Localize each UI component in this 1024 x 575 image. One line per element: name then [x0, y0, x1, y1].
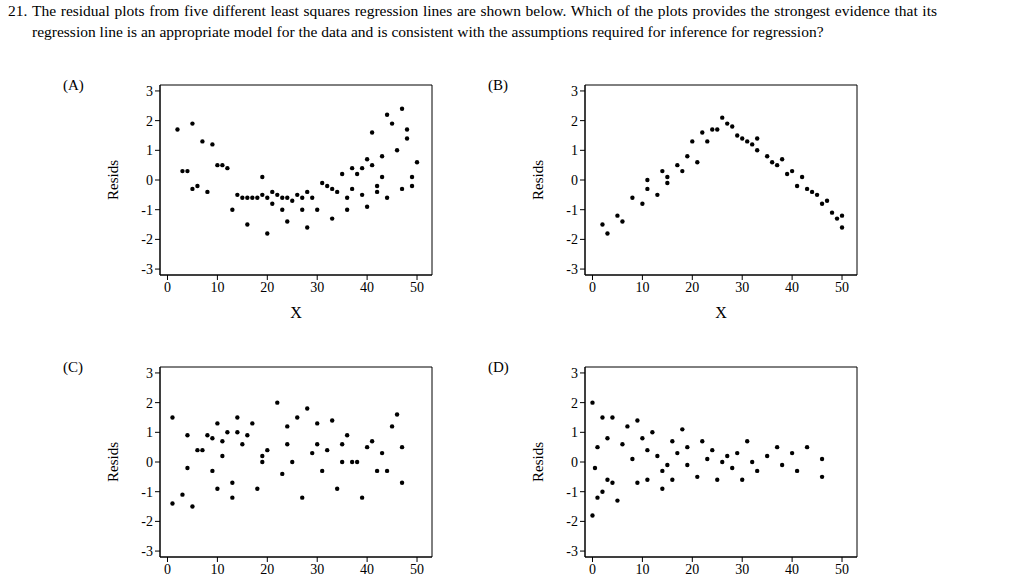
svg-text:50: 50	[410, 562, 424, 575]
svg-text:-2: -2	[141, 232, 153, 247]
svg-text:Resids: Resids	[105, 160, 121, 200]
svg-text:Resids: Resids	[530, 442, 546, 482]
svg-text:0: 0	[589, 280, 596, 295]
svg-text:2: 2	[146, 114, 153, 129]
svg-text:1: 1	[146, 425, 153, 440]
svg-text:-3: -3	[566, 262, 578, 277]
svg-text:0: 0	[164, 280, 171, 295]
html-text:(A): (A)	[63, 77, 84, 93]
html-text:(D): (D)	[488, 359, 509, 375]
svg-text:1: 1	[146, 143, 153, 158]
svg-text:Resids: Resids	[105, 442, 121, 482]
svg-text:10: 10	[635, 280, 649, 295]
svg-text:-2: -2	[141, 514, 153, 529]
svg-text:40: 40	[360, 562, 374, 575]
svg-text:0: 0	[589, 562, 596, 575]
svg-text:-1: -1	[141, 203, 153, 218]
svg-text:20: 20	[260, 280, 274, 295]
svg-text:1: 1	[571, 143, 578, 158]
svg-text:20: 20	[685, 562, 699, 575]
svg-text:50: 50	[410, 280, 424, 295]
svg-text:30: 30	[735, 562, 749, 575]
svg-text:2: 2	[571, 396, 578, 411]
svg-text:0: 0	[571, 173, 578, 188]
svg-text:0: 0	[571, 455, 578, 470]
svg-text:30: 30	[310, 562, 324, 575]
svg-text:-2: -2	[566, 514, 578, 529]
svg-text:0: 0	[146, 455, 153, 470]
svg-text:50: 50	[835, 280, 849, 295]
svg-text:-3: -3	[141, 262, 153, 277]
svg-text:30: 30	[310, 280, 324, 295]
svg-text:3: 3	[571, 84, 578, 99]
svg-text:0: 0	[146, 173, 153, 188]
svg-text:40: 40	[785, 280, 799, 295]
svg-text:10: 10	[210, 280, 224, 295]
svg-text:10: 10	[635, 562, 649, 575]
svg-text:40: 40	[785, 562, 799, 575]
svg-text:0: 0	[164, 562, 171, 575]
svg-text:-3: -3	[141, 544, 153, 559]
svg-text:3: 3	[571, 366, 578, 381]
svg-text:1: 1	[571, 425, 578, 440]
html-text:(B): (B)	[488, 77, 508, 93]
svg-text:2: 2	[146, 396, 153, 411]
svg-text:-1: -1	[566, 203, 578, 218]
svg-text:X: X	[290, 304, 302, 320]
svg-text:40: 40	[360, 280, 374, 295]
svg-text:20: 20	[685, 280, 699, 295]
svg-text:3: 3	[146, 84, 153, 99]
svg-text:2: 2	[571, 114, 578, 129]
svg-text:Resids: Resids	[530, 160, 546, 200]
html-text:(C): (C)	[63, 359, 83, 375]
svg-text:10: 10	[210, 562, 224, 575]
svg-text:-1: -1	[141, 485, 153, 500]
svg-text:3: 3	[146, 366, 153, 381]
svg-text:-3: -3	[566, 544, 578, 559]
html-text:21. The residual plots from fi: 21. The residual plots from five differe…	[8, 2, 937, 40]
svg-text:20: 20	[260, 562, 274, 575]
svg-text:30: 30	[735, 280, 749, 295]
svg-text:50: 50	[835, 562, 849, 575]
svg-text:-2: -2	[566, 232, 578, 247]
svg-text:-1: -1	[566, 485, 578, 500]
svg-text:X: X	[715, 304, 727, 320]
